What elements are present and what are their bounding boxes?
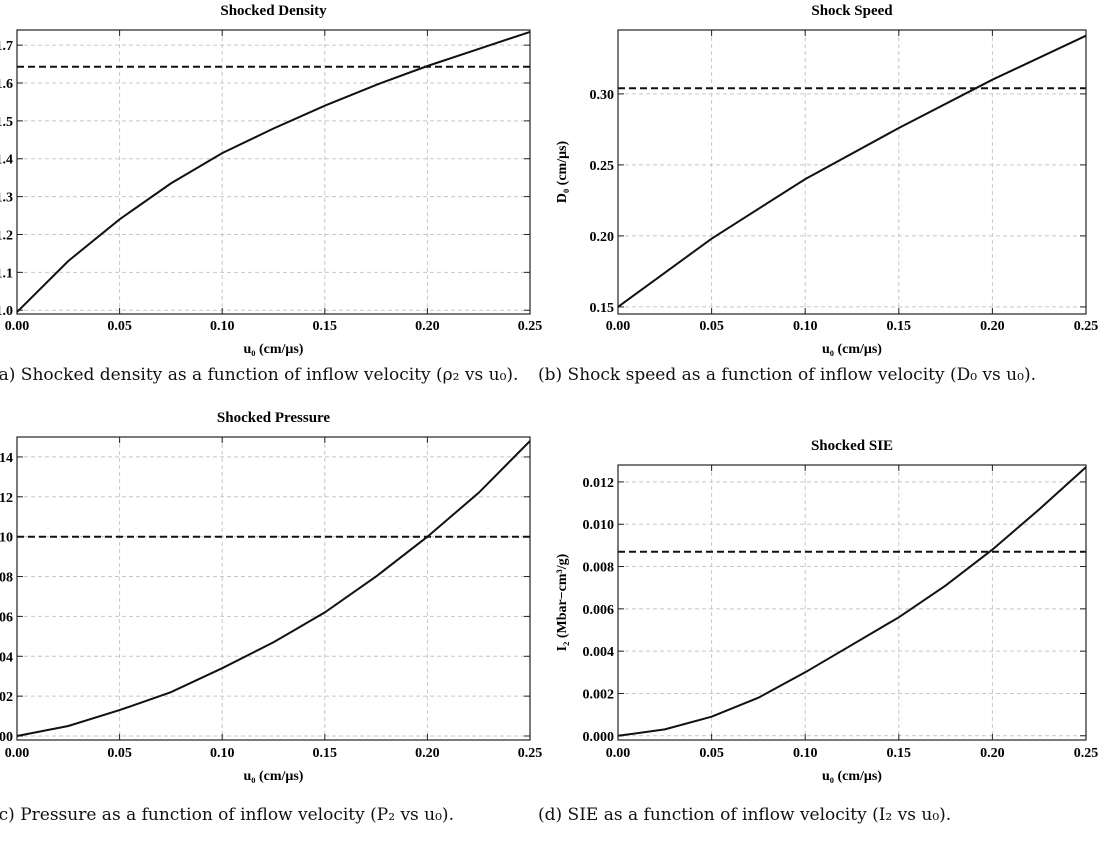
chart-title: Shocked Density: [220, 3, 327, 19]
chart-b-svg: Shock Speed 0.00 0.05 0.10 0.15 0.20 0.25 0.15 0…: [555, 3, 1099, 357]
x-tick-label: 0.00: [5, 746, 30, 761]
x-tick-label: 0.15: [313, 746, 338, 761]
x-tick-label: 0.10: [210, 746, 235, 761]
x-tick-label: 0.20: [415, 746, 440, 761]
data-curve: [617, 466, 1087, 737]
y-tick-label: 0.008: [583, 561, 615, 576]
y-tick-label: 0.14: [0, 451, 13, 466]
y-tick-label: 1.7: [0, 39, 13, 54]
y-tick-label: 0.15: [590, 301, 615, 316]
caption-d: (d) SIE as a function of inflow velocity…: [538, 805, 952, 825]
x-tick-label: 0.05: [107, 746, 132, 761]
grid: [16, 437, 531, 740]
grid: [617, 30, 1087, 314]
y-tick-label: 0.002: [583, 687, 615, 702]
x-tick-label: 0.25: [518, 746, 543, 761]
panel-b: Shock Speed 0.00 0.05 0.10 0.15 0.20 0.25 0.15 0…: [538, 0, 1112, 410]
x-tick-label: 0.05: [699, 746, 724, 761]
x-tick-label: 0.25: [518, 319, 543, 334]
y-axis-label: D₀ (cm/μs): [555, 141, 570, 204]
data-curve: [16, 440, 531, 737]
y-tick-label: 1.1: [0, 266, 13, 281]
x-axis-label: u₀ (cm/μs): [822, 342, 882, 357]
chart-title: Shocked Pressure: [217, 410, 331, 426]
y-tick-label: 0.20: [590, 230, 615, 245]
x-tick-label: 0.25: [1074, 319, 1099, 334]
x-tick-label: 0.00: [5, 319, 30, 334]
y-tick-label: 0.12: [0, 491, 13, 506]
y-tick-label: 0.10: [0, 531, 13, 546]
x-tick-label: 0.20: [980, 319, 1005, 334]
chart-c-svg: Shocked Pressure 0.00 0.05 0.10 0.15 0.20 0.25…: [0, 410, 543, 784]
chart-d-svg: Shocked SIE 0.00 0.05 0.10 0.15 0.20 0.25 0.000…: [555, 438, 1099, 784]
grid: [617, 465, 1087, 740]
x-tick-label: 0.20: [415, 319, 440, 334]
y-tick-label: 1.3: [0, 191, 13, 206]
grid: [16, 30, 531, 314]
panel-a: Shocked Density 0.00 0.05 0.10 0.15 0.20 0.25 1…: [0, 0, 556, 410]
x-tick-label: 0.15: [887, 319, 912, 334]
x-tick-label: 0.20: [980, 746, 1005, 761]
y-tick-label: 0.012: [583, 476, 615, 491]
y-axis-label: I₂ (Mbar−cm³/g): [555, 553, 570, 651]
chart-title: Shock Speed: [811, 3, 893, 19]
y-tick-label: 0.00: [0, 730, 13, 745]
x-tick-label: 0.00: [606, 746, 631, 761]
panel-c: Shocked Pressure 0.00 0.05 0.10 0.15 0.20 0.25…: [0, 410, 556, 861]
x-axis-label: u₀ (cm/μs): [822, 769, 882, 784]
x-tick-label: 0.25: [1074, 746, 1099, 761]
y-tick-label: 0.25: [590, 159, 615, 174]
panel-d: Shocked SIE 0.00 0.05 0.10 0.15 0.20 0.25 0.000…: [538, 410, 1112, 861]
chart-title: Shocked SIE: [811, 438, 893, 454]
y-tick-label: 0.006: [583, 603, 615, 618]
y-tick-label: 0.30: [590, 88, 615, 103]
y-tick-label: 1.5: [0, 115, 13, 130]
chart-a-svg: Shocked Density 0.00 0.05 0.10 0.15 0.20 0.25 1…: [0, 3, 543, 357]
caption-c: (c) Pressure as a function of inflow vel…: [0, 805, 454, 825]
data-curve: [16, 30, 531, 313]
x-tick-label: 0.05: [699, 319, 724, 334]
caption-b: (b) Shock speed as a function of inflow …: [538, 365, 1036, 385]
x-axis-label: u₀ (cm/μs): [244, 769, 304, 784]
y-tick-label: 0.000: [583, 730, 615, 745]
y-tick-label: 0.08: [0, 571, 13, 586]
y-tick-label: 1.0: [0, 304, 13, 319]
y-tick-label: 0.010: [583, 518, 615, 533]
x-tick-label: 0.10: [793, 746, 818, 761]
y-tick-label: 0.02: [0, 690, 13, 705]
x-axis-label: u₀ (cm/μs): [244, 342, 304, 357]
x-tick-label: 0.00: [606, 319, 631, 334]
x-tick-label: 0.15: [313, 319, 338, 334]
plot-frame: [16, 436, 531, 741]
y-tick-label: 0.04: [0, 650, 13, 665]
plot-frame: [617, 464, 1087, 741]
y-tick-label: 1.4: [0, 153, 13, 168]
data-curve: [617, 34, 1087, 308]
caption-a: (a) Shocked density as a function of inf…: [0, 365, 519, 385]
x-tick-label: 0.05: [107, 319, 132, 334]
y-tick-label: 0.06: [0, 610, 13, 625]
plot-frame: [16, 29, 531, 315]
x-tick-label: 0.15: [887, 746, 912, 761]
y-tick-label: 1.2: [0, 228, 13, 243]
y-tick-label: 1.6: [0, 77, 13, 92]
x-tick-label: 0.10: [210, 319, 235, 334]
x-tick-label: 0.10: [793, 319, 818, 334]
y-tick-label: 0.004: [583, 645, 615, 660]
plot-frame: [617, 29, 1087, 315]
